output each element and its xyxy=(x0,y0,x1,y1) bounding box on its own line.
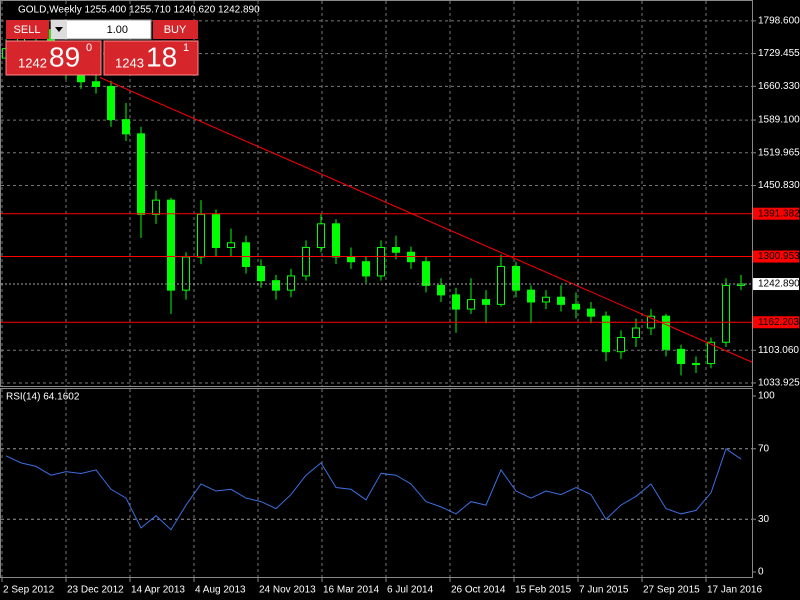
candle-body xyxy=(677,348,685,365)
candle-body xyxy=(92,81,100,87)
level-label-box xyxy=(753,207,799,220)
candle-body xyxy=(722,284,730,343)
candle-body xyxy=(422,261,430,286)
candle-body xyxy=(362,261,370,277)
candle-body xyxy=(617,337,625,353)
candle-body xyxy=(272,280,280,291)
candle-body xyxy=(512,265,520,291)
y-tick-label: 1729.455 xyxy=(758,48,800,59)
bid-big: 1242 xyxy=(18,55,47,70)
candle-body xyxy=(197,213,205,258)
candle-body xyxy=(542,296,550,303)
ask-frac: 1 xyxy=(183,42,189,54)
y-tick-label: 1103.060 xyxy=(758,345,799,356)
rsi-pane xyxy=(0,388,753,578)
price-label: 1242.890 xyxy=(758,279,800,290)
candle-body xyxy=(497,265,505,305)
lot-value: 1.00 xyxy=(107,24,128,36)
bid-box[interactable] xyxy=(5,40,102,76)
trade-panel: SELL 1.00 BUY 1242 89 0 1243 18 1 xyxy=(5,19,199,76)
y-tick-label: 1660.330 xyxy=(758,81,800,92)
y-tick-label: 1519.965 xyxy=(758,147,800,158)
bid-frac: 0 xyxy=(86,42,92,54)
ask-pips: 18 xyxy=(146,41,177,72)
x-tick-label: 2 Sep 2012 xyxy=(3,585,55,596)
candle-body xyxy=(602,315,610,353)
price-label-box xyxy=(753,278,799,291)
x-tick-label: 17 Jan 2016 xyxy=(707,585,762,596)
candle-body xyxy=(242,242,250,267)
candle-body xyxy=(302,247,310,277)
x-tick-label: 26 Oct 2014 xyxy=(451,585,506,596)
ask-big: 1243 xyxy=(115,55,144,70)
candle-body xyxy=(287,275,295,291)
rsi-line xyxy=(5,448,742,531)
candle-body xyxy=(152,199,160,215)
candle-body xyxy=(587,308,595,317)
x-tick-label: 23 Dec 2012 xyxy=(67,585,124,596)
sell-button[interactable] xyxy=(6,20,49,39)
candle-body xyxy=(392,247,400,253)
rsi-tick-label: 0 xyxy=(758,567,764,578)
y-tick-label: 1589.100 xyxy=(758,115,800,126)
x-tick-label: 24 Nov 2013 xyxy=(259,585,316,596)
candle-body xyxy=(347,256,355,263)
candle-body xyxy=(527,289,535,303)
x-tick-label: 16 Mar 2014 xyxy=(323,585,380,596)
rsi-tick-label: 70 xyxy=(758,443,770,454)
x-tick-label: 7 Jun 2015 xyxy=(579,585,629,596)
y-tick-label: 1798.600 xyxy=(758,15,800,26)
candle-body xyxy=(377,247,385,277)
candle-body xyxy=(317,223,325,249)
rsi-title: RSI(14) 64.1602 xyxy=(6,392,80,403)
candle-body xyxy=(557,296,565,305)
candle-body xyxy=(452,294,460,310)
arrow-icon xyxy=(55,27,63,32)
level-label: 1391.382 xyxy=(758,208,800,219)
rsi-tick-label: 100 xyxy=(758,391,775,402)
candle-body xyxy=(572,303,580,310)
level-label-box xyxy=(753,250,799,263)
ask-box[interactable] xyxy=(103,40,199,76)
y-tick-label: 1450.830 xyxy=(758,180,800,191)
x-tick-label: 6 Jul 2014 xyxy=(387,585,434,596)
candle-body xyxy=(107,85,115,121)
candle-body xyxy=(332,223,340,258)
candle-body xyxy=(692,363,700,366)
x-tick-label: 15 Feb 2015 xyxy=(515,585,572,596)
candle-body xyxy=(182,256,190,291)
sell-label: SELL xyxy=(14,24,41,36)
y-tick-label: 1033.925 xyxy=(758,378,800,389)
candle-body xyxy=(167,199,175,291)
candle-body xyxy=(227,242,235,249)
x-tick-label: 4 Aug 2013 xyxy=(195,585,246,596)
candle-body xyxy=(662,315,670,350)
main-pane xyxy=(0,0,753,387)
candle-body xyxy=(137,133,145,215)
candle-body xyxy=(122,119,130,135)
level-label: 1162.203 xyxy=(758,317,799,328)
bid-pips: 89 xyxy=(49,41,80,72)
x-tick-label: 27 Sep 2015 xyxy=(643,585,700,596)
candle-body xyxy=(212,213,220,249)
candle-body xyxy=(467,299,475,310)
trendline xyxy=(99,77,753,363)
candle-body xyxy=(257,265,265,282)
rsi-tick-label: 30 xyxy=(758,514,770,525)
buy-button[interactable] xyxy=(153,20,198,39)
x-tick-label: 14 Apr 2013 xyxy=(131,585,185,596)
candle-body xyxy=(707,341,715,365)
level-label: 1300.953 xyxy=(758,251,800,262)
chart-title: GOLD,Weekly 1255.400 1255.710 1240.620 1… xyxy=(18,5,260,16)
candle-body xyxy=(437,284,445,296)
candle-body xyxy=(482,299,490,305)
level-label-box xyxy=(753,316,799,329)
candle-body xyxy=(632,327,640,339)
buy-label: BUY xyxy=(164,24,187,36)
